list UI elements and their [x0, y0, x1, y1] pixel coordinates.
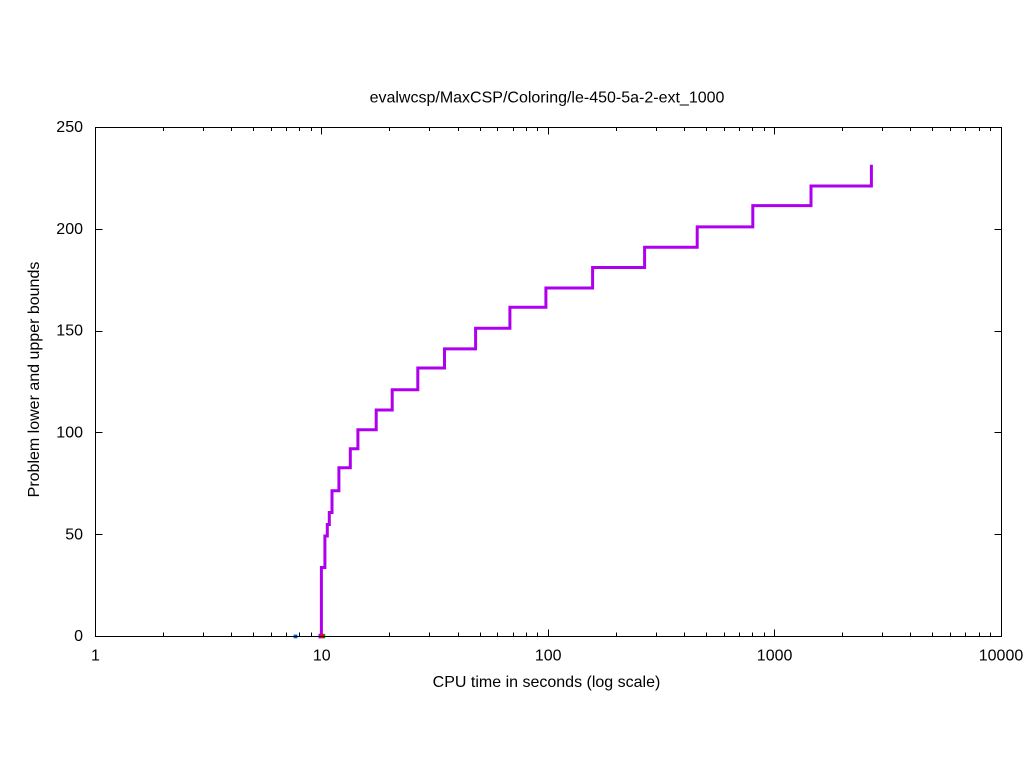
svg-text:0: 0 [74, 628, 83, 645]
svg-text:evalwcsp/MaxCSP/Coloring/le-45: evalwcsp/MaxCSP/Coloring/le-450-5a-2-ext… [370, 89, 725, 106]
svg-text:100: 100 [56, 425, 83, 442]
svg-text:50: 50 [65, 526, 83, 543]
svg-text:250: 250 [56, 119, 83, 136]
svg-text:Problem lower and upper bounds: Problem lower and upper bounds [26, 262, 43, 498]
svg-text:1000: 1000 [757, 648, 793, 665]
svg-text:150: 150 [56, 323, 83, 340]
svg-text:100: 100 [535, 648, 562, 665]
svg-text:10: 10 [313, 648, 331, 665]
svg-text:1: 1 [91, 648, 100, 665]
svg-text:200: 200 [56, 221, 83, 238]
svg-text:CPU time in seconds (log scale: CPU time in seconds (log scale) [433, 674, 661, 691]
svg-text:10000: 10000 [979, 648, 1024, 665]
